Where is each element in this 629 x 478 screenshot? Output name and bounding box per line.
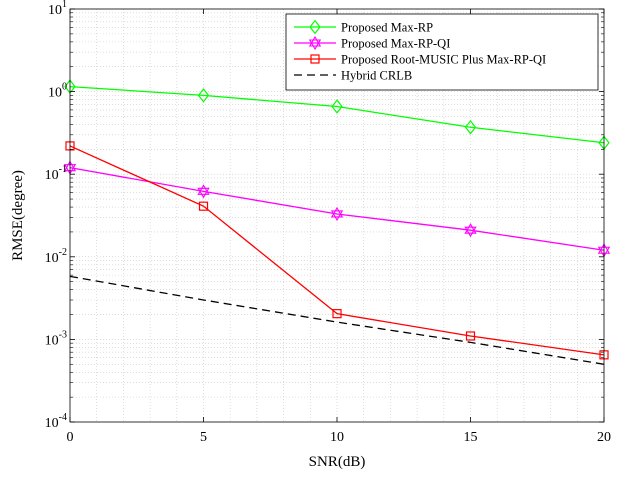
y-tick-exponent: 1: [62, 0, 67, 10]
square-marker: [465, 331, 476, 341]
x-tick-label: 15: [464, 430, 478, 445]
y-tick-base: 10: [45, 168, 59, 183]
hexagram-marker: [308, 35, 322, 51]
legend: Proposed Max-RP Proposed Max-RP-QI Propose…: [285, 13, 599, 91]
y-tick-label: 10-1: [45, 164, 67, 183]
hexagram-marker: [197, 184, 210, 199]
hexagram-triangle-up: [308, 35, 322, 47]
y-tick-label: 10-3: [45, 329, 67, 348]
hexagram-marker: [464, 223, 477, 238]
y-axis-title: RMSE(degree): [10, 170, 26, 261]
series-line: [69, 85, 605, 144]
hexagram-triangle-up: [197, 184, 210, 195]
y-tick-exponent: -1: [59, 164, 67, 175]
y-tick-exponent: -4: [59, 412, 67, 423]
y-tick-base: 10: [45, 251, 59, 266]
y-tick-base: 10: [48, 3, 62, 18]
hexagram-triangle-down: [464, 226, 477, 238]
x-axis-title: SNR(dB): [309, 454, 366, 470]
hexagram-marker: [330, 206, 344, 222]
legend-box: [285, 13, 599, 91]
hexagram-triangle-down: [330, 210, 344, 222]
legend-entry: Proposed Max-RP: [294, 19, 433, 35]
x-tick-label: 20: [597, 430, 611, 445]
hexagram-triangle-down: [308, 39, 322, 51]
series-proposed-root-music-plus-max-rp-qi: [65, 141, 609, 360]
series-line: [69, 145, 605, 356]
y-tick-exponent: 0: [62, 82, 67, 93]
diamond-marker: [309, 19, 321, 35]
y-tick-base: 10: [48, 86, 62, 101]
hexagram-triangle-up: [464, 223, 477, 234]
legend-label: Proposed Root-MUSIC Plus Max-RP-QI: [341, 53, 546, 67]
legend-entry: Hybrid CRLB: [294, 69, 412, 83]
hexagram-triangle-down: [197, 187, 210, 199]
series-line: [69, 167, 605, 251]
y-tick-base: 10: [45, 333, 59, 348]
x-tick-label: 5: [200, 430, 207, 445]
square-marker: [332, 309, 342, 319]
square-marker: [310, 54, 320, 64]
diamond-marker: [464, 119, 477, 135]
diamond-marker: [331, 99, 343, 114]
square-marker: [198, 201, 209, 211]
y-tick-label: 10-4: [45, 412, 67, 431]
y-tick-label: 100: [48, 82, 67, 101]
y-tick-exponent: -3: [59, 329, 67, 340]
y-tick-label: 10-2: [45, 247, 67, 266]
legend-entry: Proposed Root-MUSIC Plus Max-RP-QI: [294, 53, 546, 67]
x-tick-label: 0: [67, 430, 74, 445]
x-tick-label: 10: [330, 430, 344, 445]
y-tick-base: 10: [45, 416, 59, 431]
legend-label: Proposed Max-RP: [341, 21, 433, 35]
legend-label: Hybrid CRLB: [341, 69, 412, 83]
y-tick-exponent: -2: [59, 247, 67, 258]
legend-entry: Proposed Max-RP-QI: [294, 35, 450, 51]
hexagram-triangle-up: [330, 206, 344, 218]
diamond-marker: [197, 88, 210, 103]
y-tick-label: 101: [48, 0, 67, 18]
legend-label: Proposed Max-RP-QI: [341, 37, 450, 51]
